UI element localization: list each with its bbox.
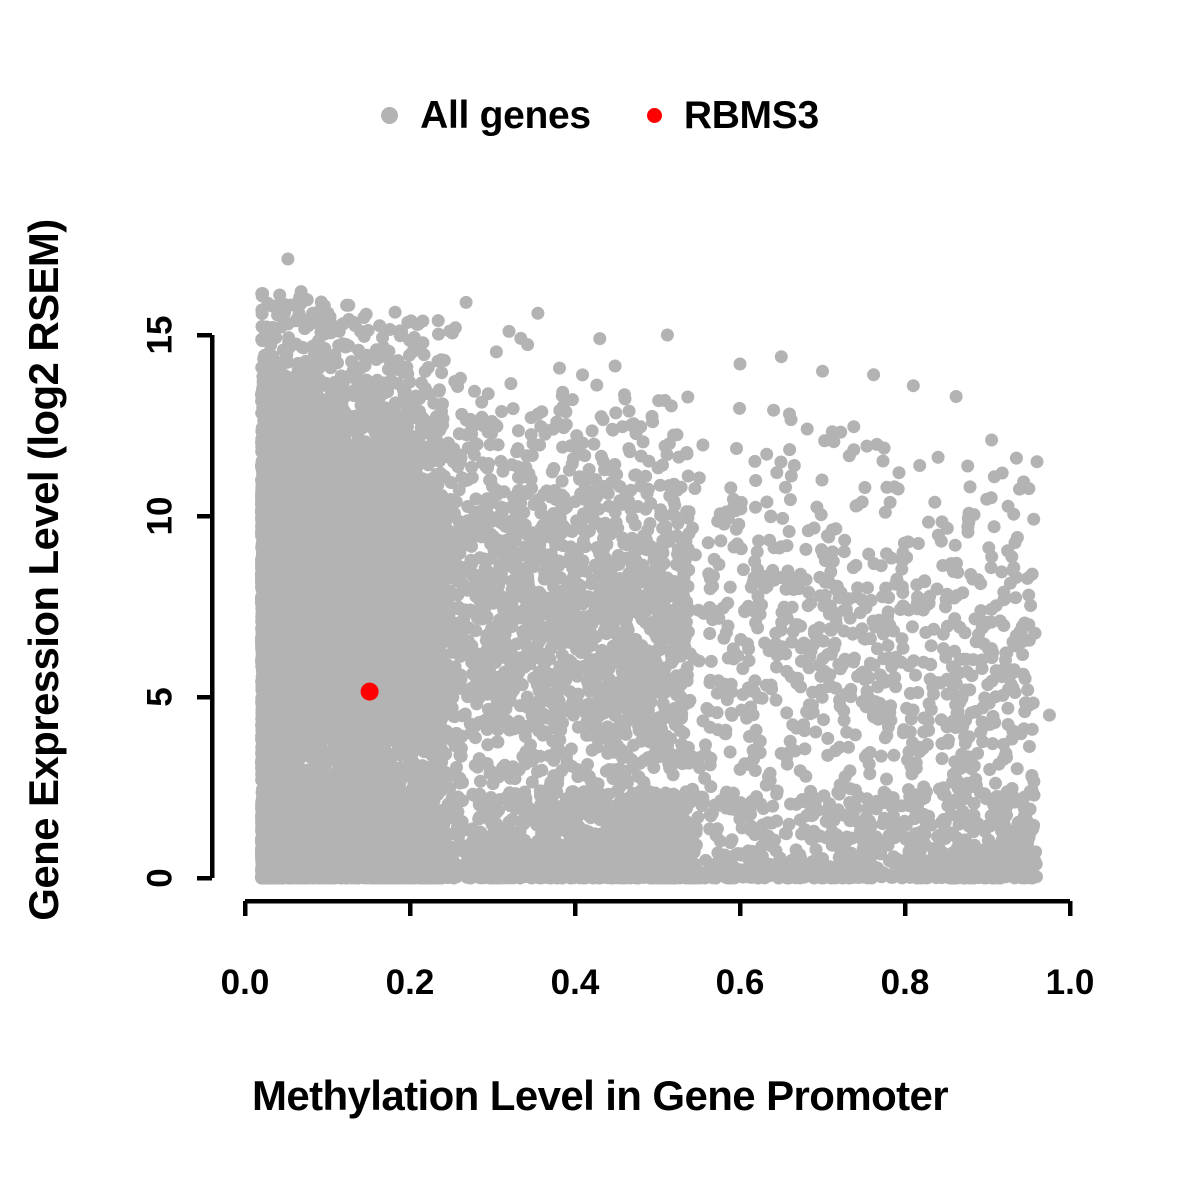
y-tick-label-3: 15 — [140, 315, 180, 355]
rbms3-point[interactable] — [360, 682, 379, 701]
series-rbms3[interactable] — [360, 682, 379, 701]
legend-entry-all-genes: All genes — [381, 96, 591, 135]
red-dot-icon — [646, 107, 662, 123]
gray-dot-icon — [381, 106, 399, 124]
x-tick-label-2: 0.4 — [550, 963, 600, 1002]
x-tick-label-0: 0.0 — [220, 963, 270, 1002]
x-axis-title: Methylation Level in Gene Promoter — [251, 1072, 949, 1119]
legend-entry-rbms3: RBMS3 — [646, 93, 819, 137]
x-tick-label-5: 1.0 — [1045, 963, 1095, 1002]
series-all-genes — [255, 252, 1056, 885]
legend-label-all-genes: All genes — [420, 93, 591, 137]
legend-label-rbms3: RBMS3 — [683, 93, 819, 137]
x-tick-label-1: 0.2 — [385, 963, 435, 1002]
y-tick-label-1: 5 — [140, 687, 180, 707]
chart-legend: All genes RBMS3 — [0, 84, 1200, 146]
y-axis-title: Gene Expression Level (log2 RSEM) — [20, 219, 67, 921]
x-tick-label-3: 0.6 — [715, 963, 765, 1002]
y-tick-label-0: 0 — [140, 868, 180, 888]
y-tick-label-2: 10 — [140, 496, 180, 536]
x-tick-label-4: 0.8 — [880, 963, 930, 1002]
